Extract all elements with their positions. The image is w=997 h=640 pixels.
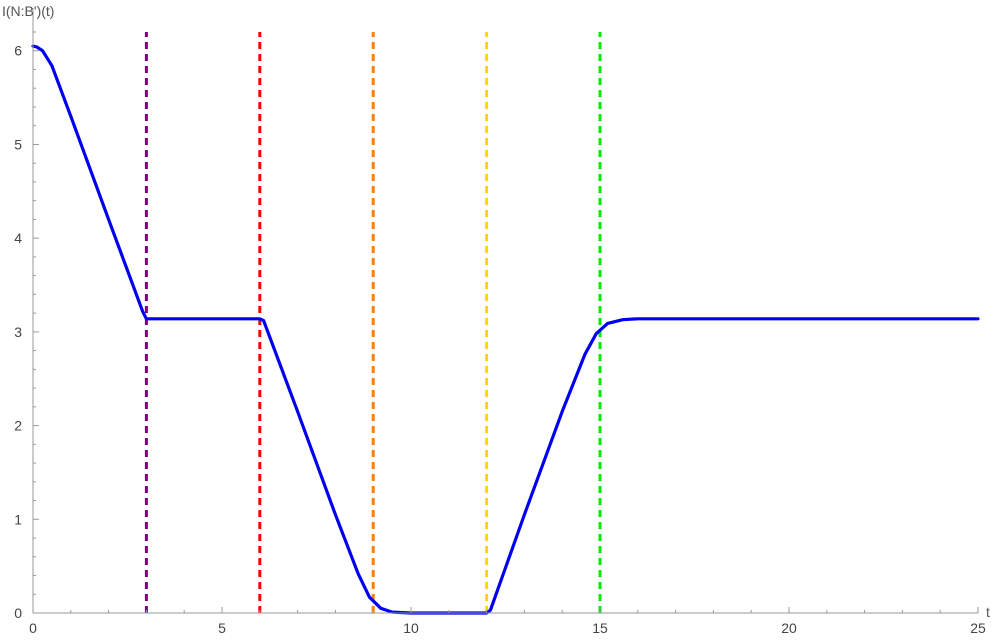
y-tick-label: 1 [14, 511, 22, 527]
y-tick-label: 5 [14, 136, 22, 152]
y-tick-label: 4 [14, 230, 22, 246]
x-tick-label: 20 [781, 620, 797, 636]
data-series [31, 44, 980, 615]
y-tick-label: 0 [14, 605, 22, 621]
y-tick-label: 6 [14, 43, 22, 59]
x-tick-label: 15 [592, 620, 608, 636]
x-axis-label: t [986, 604, 990, 620]
x-axis-ticks: 0 5 10 15 20 25 [29, 607, 986, 636]
y-axis-label: I(N:B')(t) [2, 3, 54, 19]
y-tick-label: 3 [14, 324, 22, 340]
x-tick-label: 5 [218, 620, 226, 636]
y-axis-ticks: 0 1 2 3 4 5 6 [14, 31, 39, 621]
vertical-reference-lines [144, 32, 602, 613]
series-line-0 [31, 44, 980, 615]
y-tick-label: 2 [14, 418, 22, 434]
x-tick-label: 25 [970, 620, 986, 636]
x-tick-label: 0 [29, 620, 37, 636]
x-tick-label: 10 [403, 620, 419, 636]
